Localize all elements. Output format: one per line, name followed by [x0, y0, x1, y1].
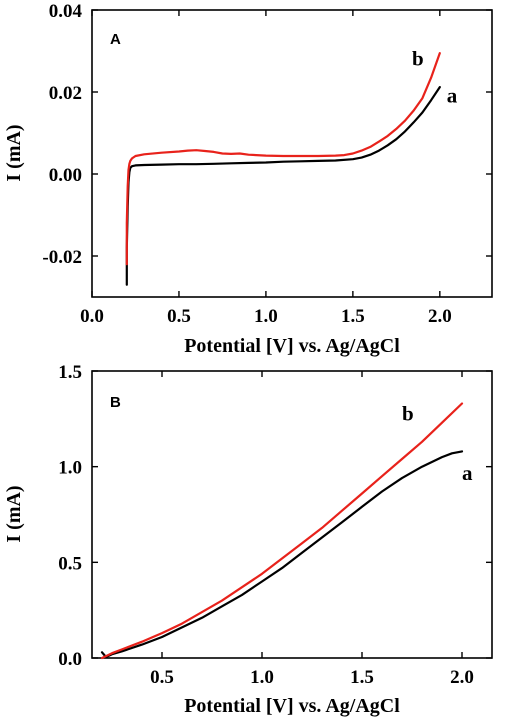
panel-a-curves	[125, 51, 441, 286]
panel-b-series-a-label: a	[462, 461, 473, 485]
panel-b-x-tick-label: 2.0	[450, 667, 474, 688]
panel-a-x-axis-title: Potential [V] vs. Ag/AgCl	[184, 335, 400, 357]
panel-a-x-tick-label: 0.0	[80, 306, 104, 327]
panel-b-series-b-line	[100, 402, 464, 660]
panel-b-curves	[100, 402, 464, 660]
panel-b-letter: B	[110, 394, 121, 411]
panel-a-series-labels: ab	[412, 46, 458, 107]
panel-a-series-b-line	[125, 51, 441, 266]
panel-b-y-tick-label: 0.5	[58, 553, 82, 574]
panel-b-ticks: 0.5 1.0 1.5 2.0 0.0 0.5 1.0 1.5	[58, 362, 492, 688]
panel-a-y-tick-label: 0.02	[49, 83, 82, 104]
panel-b-y-tick-label: 0.0	[58, 649, 82, 670]
panel-b-series-b-label: b	[402, 402, 414, 426]
panel-b-x-tick-label: 1.5	[350, 667, 374, 688]
panel-b-x-tick-label: 1.0	[250, 667, 274, 688]
panel-a-y-tick-label: 0.00	[49, 165, 82, 186]
panel-a-x-tick-label: 1.5	[341, 306, 365, 327]
panel-b-plot-frame	[91, 370, 493, 659]
panel-b-y-tick-label: 1.5	[58, 362, 82, 383]
panel-a-series-b-label: b	[412, 46, 424, 70]
panel-a-chart: A 0.0 0.5 1.0 1.5 2.0 -0.02 0.00 0.02 0.04 ab Po…	[3, 1, 493, 357]
panel-a-series-a-label: a	[447, 83, 458, 107]
panel-b-y-tick-label: 1.0	[58, 458, 82, 479]
panel-a-series-a-line	[125, 85, 441, 286]
panel-a-letter: A	[110, 31, 121, 48]
panel-a-y-axis-title: I (mA)	[3, 124, 25, 181]
panel-a-plot-frame	[91, 9, 493, 298]
panel-a-x-tick-label: 1.0	[254, 306, 278, 327]
panel-b-chart: B 0.5 1.0 1.5 2.00.00.51.01.5 ab Potential …	[3, 362, 493, 717]
panel-a-y-tick-label: -0.02	[42, 247, 82, 268]
panel-a-x-tick-label: 2.0	[428, 306, 452, 327]
panel-b-x-tick-label: 0.5	[150, 667, 174, 688]
panel-b-series-labels: ab	[402, 402, 473, 485]
panel-a-ticks: 0.0 0.5 1.0 1.5 2.0 -0.02 0.00 0.02 0.04	[42, 1, 492, 327]
panel-b-y-axis-title: I (mA)	[3, 485, 25, 542]
panel-b-x-axis-title: Potential [V] vs. Ag/AgCl	[184, 695, 400, 717]
panel-a-y-tick-label: 0.04	[49, 1, 83, 22]
panel-a-x-tick-label: 0.5	[167, 306, 191, 327]
panel-b-series-a-line	[100, 450, 464, 659]
